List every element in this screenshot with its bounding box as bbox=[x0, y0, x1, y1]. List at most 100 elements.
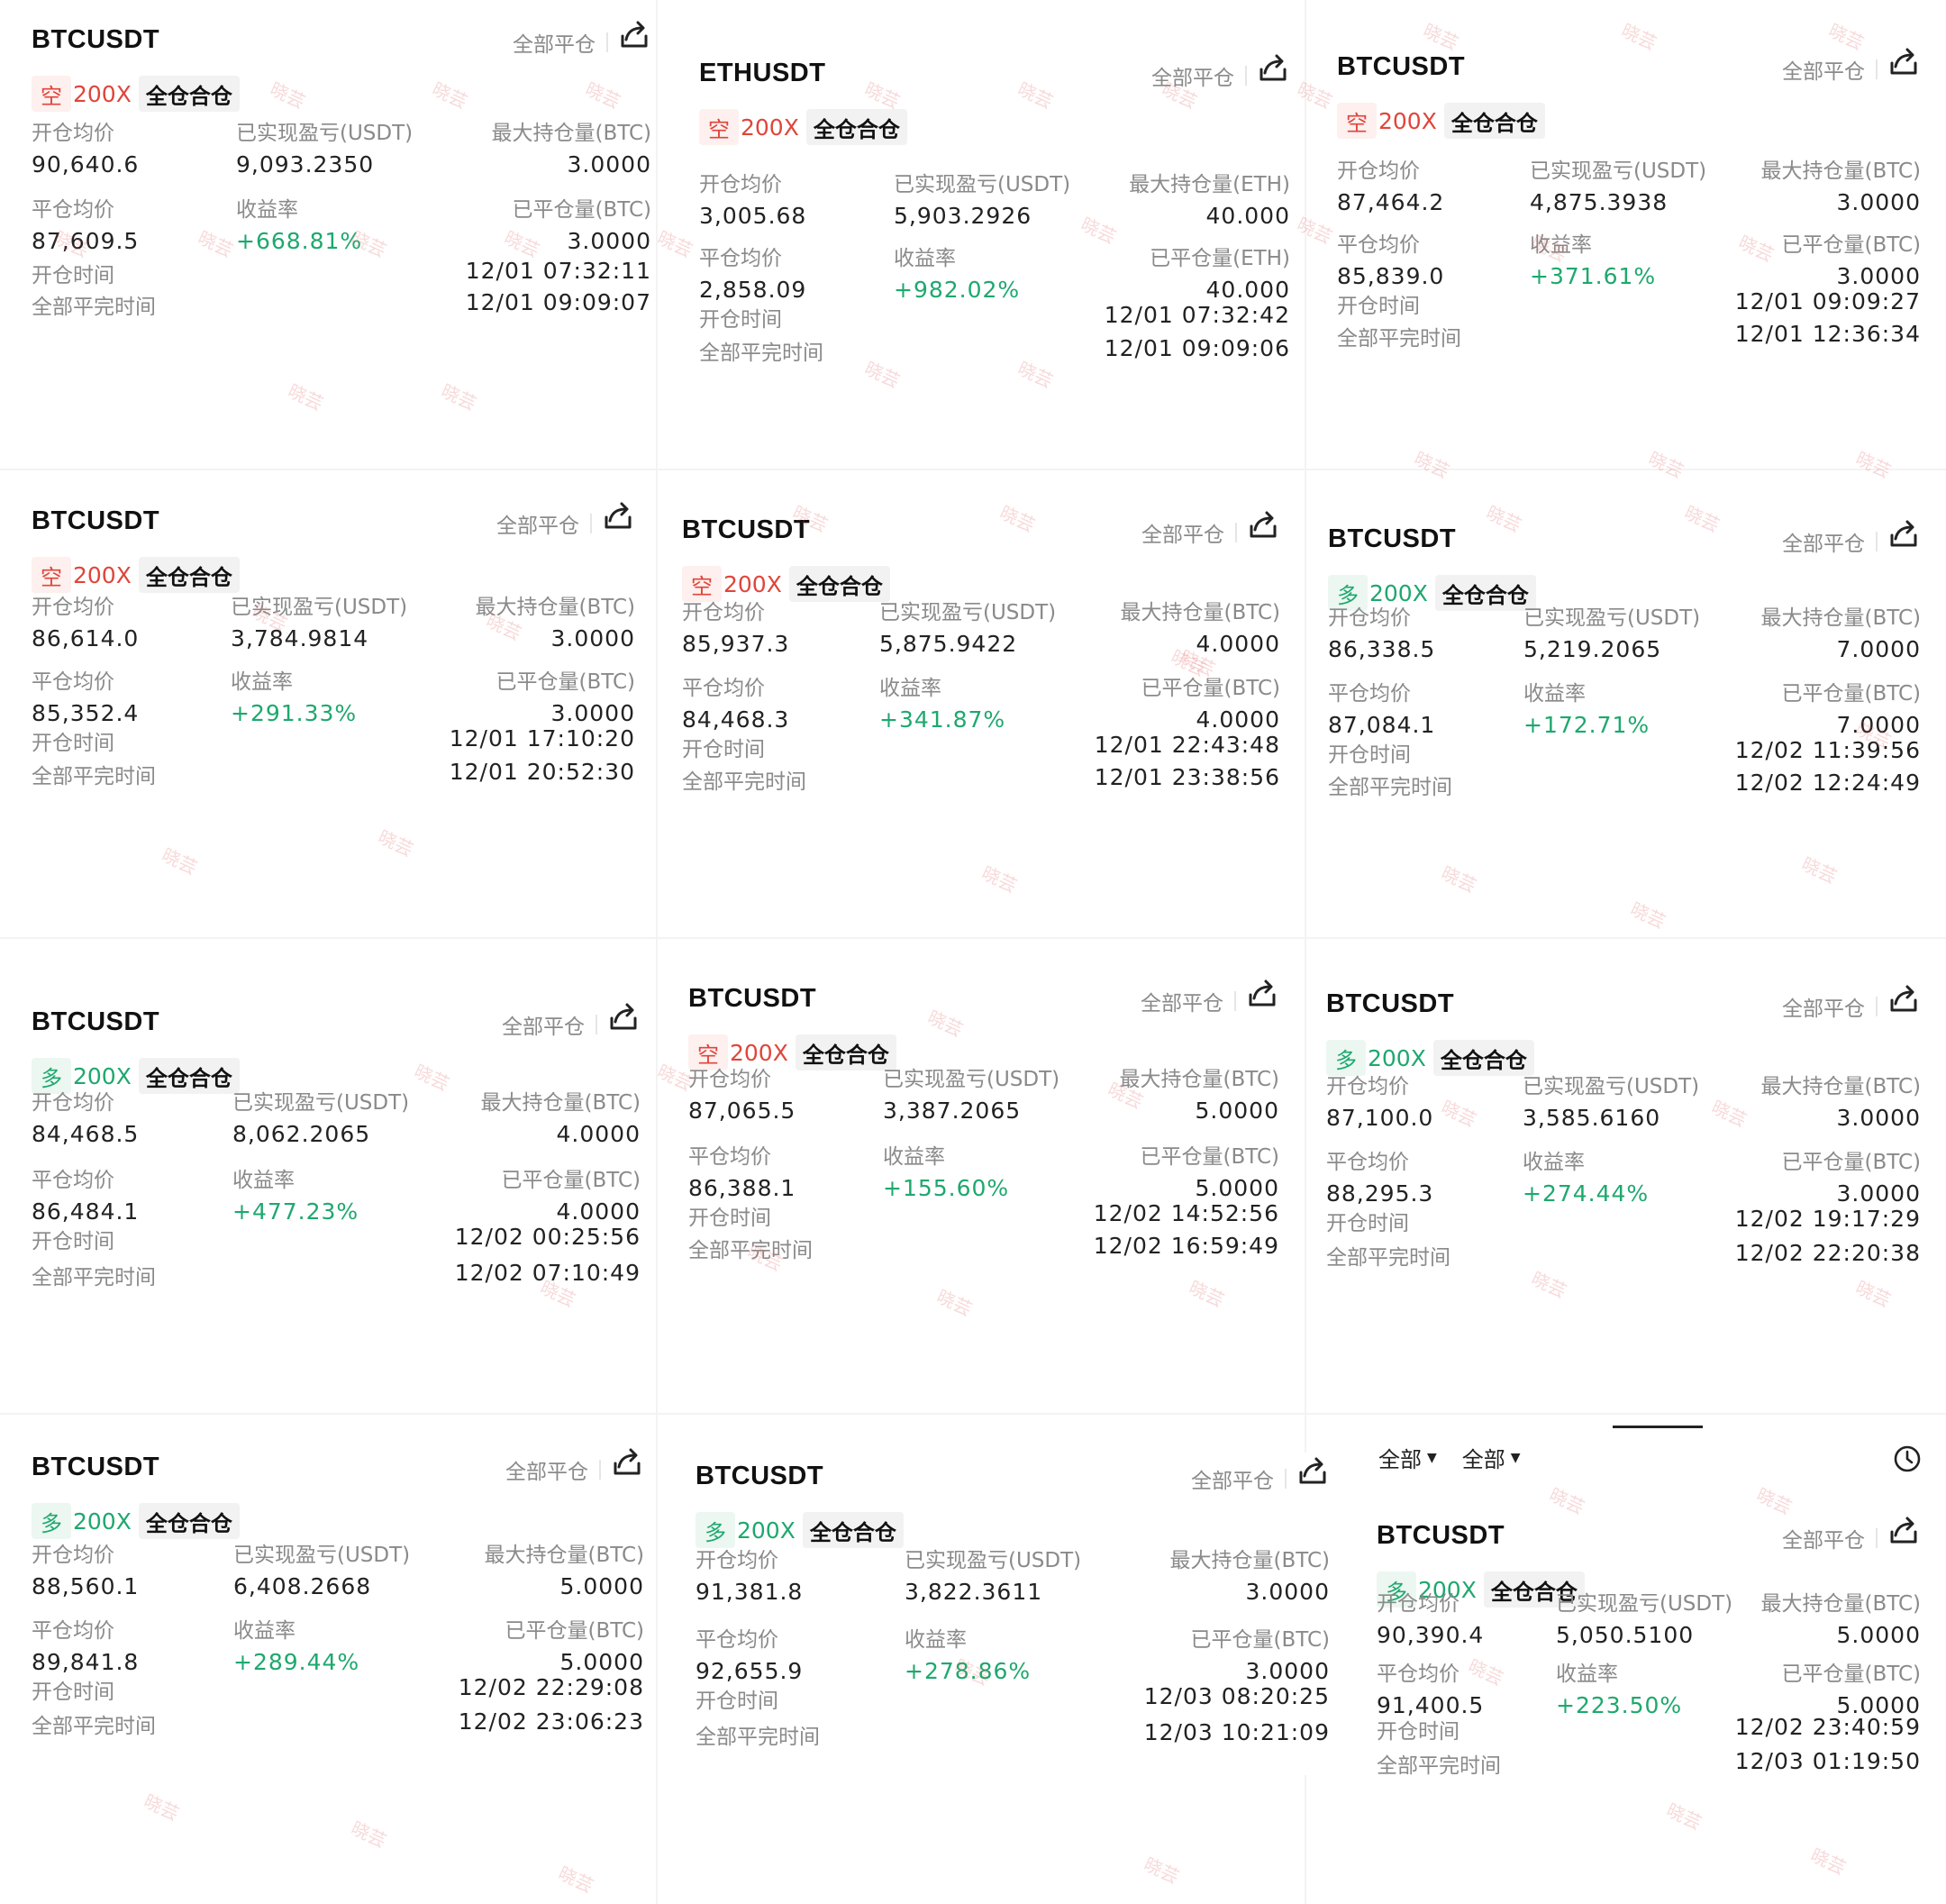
roi-value: +278.86% bbox=[905, 1658, 1032, 1684]
open-avg-value: 86,614.0 bbox=[32, 625, 140, 651]
label-realized-pnl: 已实现盈亏(USDT) bbox=[236, 122, 414, 145]
open-time-value: 12/01 17:10:20 bbox=[449, 725, 635, 752]
share-icon[interactable] bbox=[601, 499, 635, 533]
margin-mode-badge: 全仓合仓 bbox=[138, 1058, 240, 1094]
share-icon[interactable] bbox=[610, 1445, 644, 1480]
label-open-avg: 开仓均价 bbox=[688, 1068, 771, 1091]
watermark: 晓芸 bbox=[1798, 852, 1841, 888]
margin-mode-badge: 全仓合仓 bbox=[795, 1034, 896, 1070]
label-close-avg: 平仓均价 bbox=[699, 247, 782, 270]
open-avg-value: 3,005.68 bbox=[699, 203, 807, 229]
label-close-avg: 平仓均价 bbox=[32, 1619, 114, 1643]
label-max-position: 最大持仓量(BTC) bbox=[1169, 1549, 1331, 1572]
divider bbox=[1245, 66, 1247, 86]
open-time-value: 12/02 00:25:56 bbox=[454, 1224, 641, 1250]
closed-qty-value: 3.0000 bbox=[1245, 1658, 1330, 1684]
watermark: 晓芸 bbox=[1141, 1853, 1183, 1889]
side-label: 空 bbox=[708, 116, 730, 142]
max-position-value: 3.0000 bbox=[550, 625, 635, 651]
roi-value: +291.33% bbox=[231, 700, 358, 726]
closed-qty-value: 5.0000 bbox=[1836, 1692, 1921, 1718]
column-divider bbox=[656, 0, 658, 1904]
close-all-button[interactable]: 全部平仓 bbox=[1151, 67, 1234, 90]
closed-qty-value: 4.0000 bbox=[1196, 706, 1280, 733]
close-all-button[interactable]: 全部平仓 bbox=[502, 1016, 585, 1039]
open-avg-value: 86,338.5 bbox=[1328, 636, 1436, 662]
close-avg-value: 2,858.09 bbox=[699, 277, 807, 303]
label-closed-qty: 已平仓量(ETH) bbox=[1150, 247, 1290, 270]
symbol: BTCUSDT bbox=[682, 515, 811, 544]
filter-dropdown-2[interactable]: 全部 ▼ bbox=[1462, 1442, 1521, 1473]
leverage-label: 200X bbox=[73, 80, 132, 107]
side-label: 多 bbox=[1337, 582, 1359, 608]
close-avg-value: 89,841.8 bbox=[32, 1649, 140, 1675]
side-label: 空 bbox=[41, 564, 62, 590]
closed-qty-value: 3.0000 bbox=[567, 228, 651, 254]
share-icon[interactable] bbox=[1887, 517, 1921, 551]
label-close-time: 全部平完时间 bbox=[699, 342, 823, 365]
label-open-time: 开仓时间 bbox=[699, 308, 782, 332]
label-realized-pnl: 已实现盈亏(USDT) bbox=[231, 596, 408, 619]
watermark: 晓芸 bbox=[375, 825, 417, 861]
close-avg-value: 92,655.9 bbox=[696, 1658, 804, 1684]
position-card: BTCUSDT 全部平仓 多 200X 全仓合仓 开仓均价 已实现盈亏(USDT… bbox=[1326, 980, 1921, 1296]
label-closed-qty: 已平仓量(BTC) bbox=[496, 670, 636, 694]
label-max-position: 最大持仓量(BTC) bbox=[1120, 601, 1281, 624]
label-closed-qty: 已平仓量(BTC) bbox=[1141, 677, 1281, 700]
clock-icon[interactable] bbox=[1892, 1444, 1923, 1474]
close-all-button[interactable]: 全部平仓 bbox=[1782, 533, 1865, 556]
side-label: 多 bbox=[41, 1065, 62, 1091]
symbol: ETHUSDT bbox=[699, 59, 826, 87]
watermark: 晓芸 bbox=[348, 1817, 390, 1853]
close-all-button[interactable]: 全部平仓 bbox=[1782, 60, 1865, 84]
close-all-button[interactable]: 全部平仓 bbox=[1782, 1529, 1865, 1553]
share-icon[interactable] bbox=[617, 18, 651, 52]
label-realized-pnl: 已实现盈亏(USDT) bbox=[894, 173, 1071, 196]
realized-pnl-value: 5,875.9422 bbox=[879, 631, 1018, 657]
close-all-button[interactable]: 全部平仓 bbox=[1782, 998, 1865, 1021]
share-icon[interactable] bbox=[606, 1000, 641, 1034]
label-open-time: 开仓时间 bbox=[1377, 1720, 1460, 1744]
roi-value: +172.71% bbox=[1523, 712, 1650, 738]
share-icon[interactable] bbox=[1887, 1514, 1921, 1548]
margin-mode-badge: 全仓合仓 bbox=[1434, 575, 1536, 611]
close-all-button[interactable]: 全部平仓 bbox=[1141, 992, 1223, 1016]
share-icon[interactable] bbox=[1887, 982, 1921, 1016]
close-all-button[interactable]: 全部平仓 bbox=[513, 33, 596, 57]
label-open-avg: 开仓均价 bbox=[696, 1549, 778, 1572]
leverage-label: 200X bbox=[73, 1508, 132, 1535]
realized-pnl-value: 5,050.5100 bbox=[1556, 1622, 1695, 1648]
share-icon[interactable] bbox=[1245, 977, 1279, 1011]
label-max-position: 最大持仓量(BTC) bbox=[1760, 1592, 1922, 1616]
close-all-button[interactable]: 全部平仓 bbox=[496, 515, 579, 538]
filter-dropdown-1[interactable]: 全部 ▼ bbox=[1378, 1442, 1437, 1473]
label-close-time: 全部平完时间 bbox=[1337, 327, 1461, 351]
close-time-value: 12/02 16:59:49 bbox=[1093, 1233, 1279, 1259]
max-position-value: 3.0000 bbox=[1836, 189, 1921, 215]
close-time-value: 12/02 23:06:23 bbox=[458, 1708, 644, 1735]
label-max-position: 最大持仓量(BTC) bbox=[1760, 1075, 1922, 1098]
share-icon[interactable] bbox=[1256, 51, 1290, 86]
label-max-position: 最大持仓量(BTC) bbox=[1760, 606, 1922, 630]
label-roi: 收益率 bbox=[231, 670, 293, 694]
roi-value: +155.60% bbox=[883, 1175, 1010, 1201]
close-time-value: 12/01 12:36:34 bbox=[1734, 321, 1921, 347]
share-icon[interactable] bbox=[1246, 508, 1280, 542]
close-time-value: 12/01 23:38:56 bbox=[1094, 764, 1280, 790]
close-all-button[interactable]: 全部平仓 bbox=[1141, 524, 1224, 547]
side-tag: 多 bbox=[1328, 575, 1368, 611]
divider bbox=[606, 32, 608, 52]
label-open-avg: 开仓均价 bbox=[682, 601, 765, 624]
filter-label: 全部 bbox=[1461, 1447, 1505, 1472]
close-all-button[interactable]: 全部平仓 bbox=[1191, 1470, 1274, 1493]
label-open-time: 开仓时间 bbox=[1326, 1212, 1409, 1235]
open-time-value: 12/02 22:29:08 bbox=[458, 1674, 644, 1700]
close-avg-value: 86,388.1 bbox=[688, 1175, 796, 1201]
label-close-avg: 平仓均价 bbox=[682, 677, 765, 700]
caret-down-icon: ▼ bbox=[1510, 1450, 1521, 1465]
close-all-button[interactable]: 全部平仓 bbox=[505, 1461, 588, 1484]
share-icon[interactable] bbox=[1887, 45, 1921, 79]
label-close-avg: 平仓均价 bbox=[32, 670, 114, 694]
label-roi: 收益率 bbox=[236, 198, 298, 222]
share-icon[interactable] bbox=[1296, 1454, 1330, 1489]
